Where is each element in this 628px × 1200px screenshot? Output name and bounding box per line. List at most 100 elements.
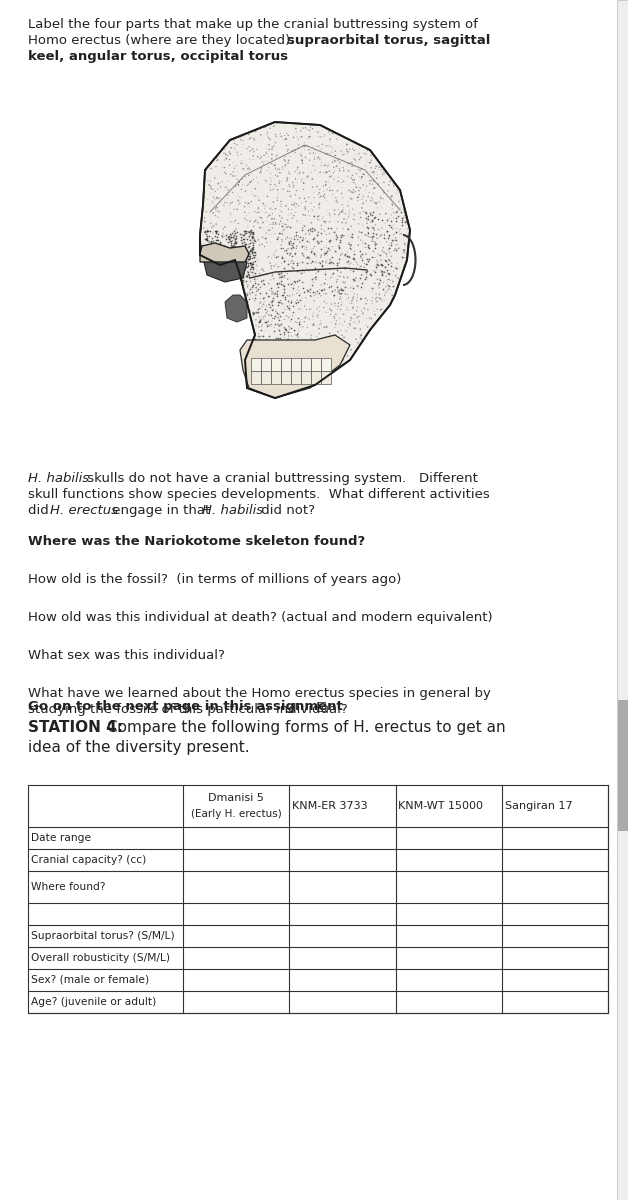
Point <box>333 172 343 191</box>
FancyBboxPatch shape <box>320 358 330 371</box>
Point <box>384 239 394 258</box>
Point <box>307 222 317 241</box>
Point <box>343 154 353 173</box>
Point <box>377 256 387 275</box>
Point <box>257 228 268 247</box>
Point <box>225 233 236 252</box>
Point <box>384 280 394 299</box>
Point <box>335 314 345 334</box>
Point <box>288 240 298 259</box>
Point <box>296 264 306 283</box>
Point <box>219 144 229 163</box>
Point <box>372 169 382 188</box>
Point <box>218 223 228 242</box>
Point <box>364 182 374 202</box>
Point <box>314 298 324 317</box>
FancyBboxPatch shape <box>301 371 310 384</box>
Point <box>253 300 263 319</box>
Point <box>337 293 347 312</box>
Point <box>255 289 265 308</box>
Point <box>256 330 266 349</box>
Point <box>367 232 377 251</box>
Point <box>368 193 378 212</box>
Point <box>376 300 386 319</box>
Point <box>252 257 262 276</box>
Point <box>361 191 371 210</box>
Point <box>225 144 235 163</box>
Point <box>200 223 210 242</box>
Point <box>239 268 249 287</box>
Point <box>243 362 253 382</box>
Point <box>246 224 256 244</box>
Point <box>227 182 237 202</box>
Point <box>333 172 344 191</box>
Point <box>219 241 229 260</box>
Point <box>275 124 285 143</box>
Point <box>252 250 263 269</box>
Point <box>320 264 330 283</box>
Point <box>256 293 266 312</box>
Point <box>200 212 210 232</box>
Point <box>244 194 254 214</box>
Point <box>383 240 393 259</box>
Point <box>247 258 257 277</box>
Point <box>236 128 246 148</box>
Point <box>328 358 338 377</box>
Point <box>238 160 248 179</box>
Point <box>291 228 301 247</box>
Point <box>210 206 220 226</box>
Point <box>358 193 368 212</box>
Point <box>361 204 371 223</box>
Point <box>357 160 367 179</box>
Point <box>311 264 322 283</box>
Point <box>315 163 325 182</box>
Point <box>261 283 271 302</box>
Point <box>236 145 246 164</box>
Point <box>340 259 350 278</box>
Point <box>279 276 290 295</box>
Point <box>277 335 287 354</box>
Point <box>338 172 349 191</box>
Point <box>278 358 288 377</box>
Point <box>313 307 323 326</box>
Polygon shape <box>203 245 247 282</box>
Point <box>286 274 296 293</box>
Point <box>256 163 266 182</box>
Point <box>232 248 242 268</box>
Point <box>355 257 365 276</box>
Point <box>279 282 290 301</box>
Point <box>376 198 386 217</box>
Point <box>244 222 254 241</box>
Point <box>296 374 306 394</box>
Point <box>278 286 288 305</box>
Point <box>280 248 290 268</box>
Point <box>376 251 386 270</box>
Point <box>247 239 257 258</box>
Point <box>283 126 293 145</box>
Point <box>365 264 375 283</box>
Point <box>239 258 249 277</box>
Point <box>244 130 254 149</box>
Point <box>317 254 327 274</box>
Point <box>208 203 218 222</box>
Point <box>249 217 259 236</box>
Point <box>269 322 279 341</box>
Point <box>206 233 216 252</box>
Point <box>321 242 331 262</box>
Point <box>299 263 309 282</box>
Point <box>249 142 259 161</box>
Point <box>217 172 227 191</box>
Point <box>355 138 365 157</box>
Point <box>308 229 318 248</box>
Point <box>380 258 390 277</box>
Point <box>381 252 391 271</box>
Point <box>279 289 290 308</box>
Point <box>280 151 290 170</box>
Point <box>322 191 332 210</box>
Point <box>212 242 222 262</box>
Point <box>292 361 302 380</box>
Point <box>391 240 401 259</box>
Point <box>356 222 366 241</box>
Point <box>371 158 381 178</box>
Point <box>215 192 225 211</box>
